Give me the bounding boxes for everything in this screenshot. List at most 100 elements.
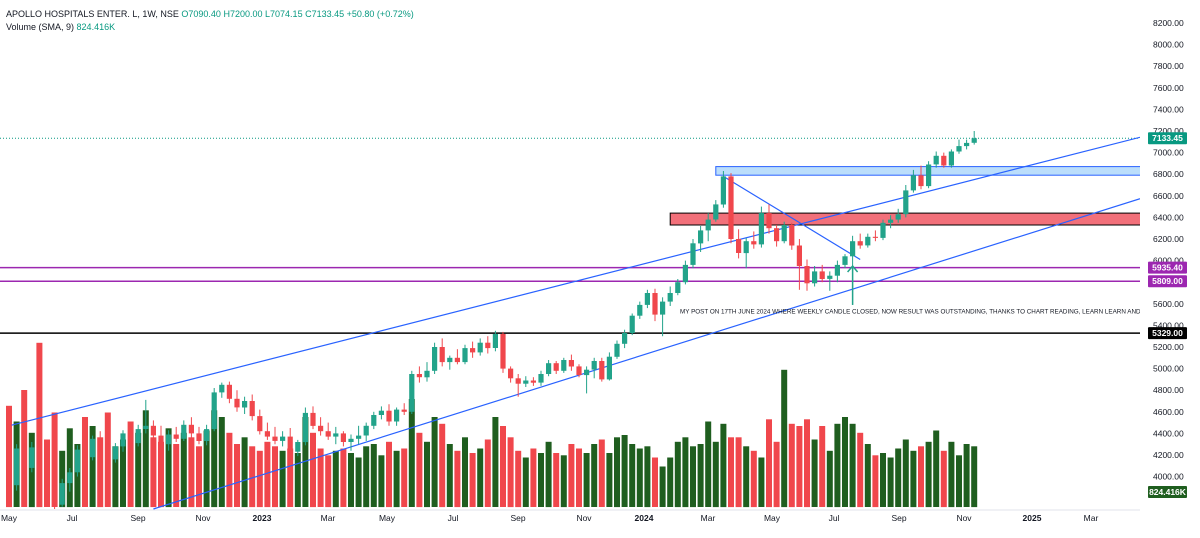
volume-bar <box>560 455 567 508</box>
volume-bar <box>507 437 514 508</box>
candle-body <box>918 175 924 187</box>
candle-body <box>74 449 80 473</box>
volume-bar <box>348 453 354 507</box>
volume-bar <box>720 423 727 508</box>
candle-body <box>59 483 65 505</box>
candle-body <box>295 442 301 452</box>
candle-body <box>29 447 35 468</box>
candle-body <box>926 164 932 187</box>
volume-bar <box>963 444 970 507</box>
candle-body <box>690 243 696 265</box>
volume-bar <box>781 369 788 508</box>
candle-body <box>895 214 901 220</box>
annotation-text: MY POST ON 17TH JUNE 2024 WHERE WEEKLY C… <box>680 309 1164 316</box>
volume-bar <box>36 342 43 508</box>
y-tick-label: 6600.00 <box>1153 191 1184 201</box>
volume-bar <box>667 457 674 507</box>
candle-body <box>242 401 248 408</box>
volume-bar <box>325 455 332 508</box>
volume-bar <box>644 446 651 508</box>
candle-body <box>789 225 795 246</box>
volume-bar <box>598 439 605 507</box>
volume-bar <box>659 466 666 507</box>
candle-body <box>302 412 308 443</box>
candle-body <box>933 155 939 165</box>
candle-body <box>781 225 787 242</box>
candle-body <box>675 282 681 293</box>
volume-bar <box>545 441 552 508</box>
volume-bar <box>933 430 940 507</box>
price-label-text: 5329.00 <box>1152 328 1183 338</box>
x-tick-label: May <box>764 513 781 523</box>
candle-body <box>956 146 962 152</box>
volume-bar <box>614 437 620 508</box>
volume-indicator-value: 824.416K <box>76 22 116 32</box>
volume-bar <box>712 441 719 508</box>
volume-bar <box>834 423 841 508</box>
candle-body <box>188 424 194 434</box>
candle-body <box>181 424 187 439</box>
candle-body <box>36 447 42 459</box>
x-tick-label: 2023 <box>253 513 272 523</box>
candle-body <box>736 239 742 253</box>
candle-body <box>606 356 612 380</box>
volume-bar <box>629 444 636 507</box>
candle-body <box>143 425 149 429</box>
candle-body <box>90 438 96 458</box>
volume-bar <box>811 439 818 507</box>
volume-bar <box>591 444 598 507</box>
symbol-title: APOLLO HOSPITALS ENTER. L, 1W, NSE <box>6 9 179 19</box>
volume-bar <box>150 437 157 508</box>
y-tick-label: 7400.00 <box>1153 104 1184 114</box>
high-value: H7200.00 <box>223 9 263 19</box>
price-label-text: 7133.45 <box>1152 133 1183 143</box>
volume-bar <box>819 426 826 507</box>
volume-indicator-label: Volume (SMA, 9) <box>6 22 75 32</box>
candle-body <box>850 241 856 257</box>
volume-bar <box>872 455 879 508</box>
y-tick-label: 4800.00 <box>1153 385 1184 395</box>
candle-body <box>538 374 544 383</box>
y-tick-label: 7600.00 <box>1153 83 1184 93</box>
volume-bar <box>310 432 316 508</box>
volume-bar <box>477 448 484 507</box>
candle-body <box>644 293 650 305</box>
candle-body <box>14 448 20 486</box>
candle-body <box>568 360 574 367</box>
volume-bar <box>51 412 58 507</box>
candle-body <box>432 347 438 371</box>
volume-bar <box>796 426 803 507</box>
candle-body <box>363 425 369 436</box>
volume-bar <box>500 426 506 507</box>
candle-body <box>234 398 240 408</box>
volume-bar <box>636 448 643 507</box>
candle-body <box>409 374 415 412</box>
candle-body <box>705 219 711 231</box>
volume-bar <box>484 439 491 507</box>
candle-body <box>819 271 825 279</box>
candle-body <box>166 434 172 445</box>
volume-bar <box>766 419 772 508</box>
volume-bar <box>89 426 96 507</box>
y-tick-label: 6200.00 <box>1153 234 1184 244</box>
volume-bar <box>165 428 172 508</box>
price-label-text: 5809.00 <box>1152 276 1183 286</box>
candle-body <box>553 363 559 371</box>
candle-body <box>477 342 483 353</box>
candle-body <box>523 380 529 384</box>
y-tick-label: 6000.00 <box>1153 256 1184 266</box>
volume-bar <box>370 444 377 507</box>
y-tick-label: 7800.00 <box>1153 61 1184 71</box>
volume-bar <box>317 448 324 507</box>
volume-bar <box>864 444 871 507</box>
volume-bar <box>971 446 978 508</box>
y-tick-label: 4200.00 <box>1153 450 1184 460</box>
candle-body <box>272 436 278 441</box>
candle-body <box>82 449 88 458</box>
candle-body <box>971 138 977 143</box>
volume-bar <box>583 453 590 507</box>
volume-bar <box>690 446 696 508</box>
y-tick-label: 5000.00 <box>1153 364 1184 374</box>
